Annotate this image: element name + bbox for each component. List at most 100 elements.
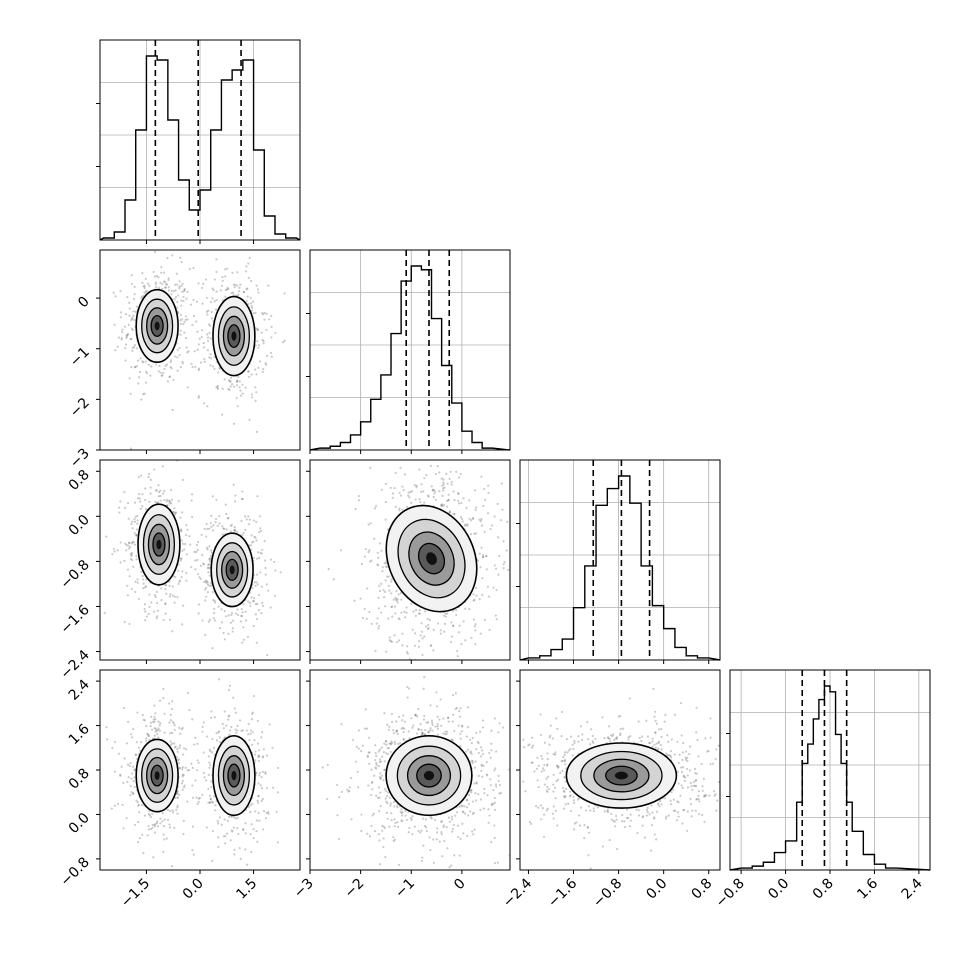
sample-point: [185, 748, 188, 751]
sample-point: [494, 750, 498, 753]
sample-point: [262, 342, 265, 345]
sample-point: [144, 498, 147, 502]
sample-point: [672, 798, 675, 801]
sample-point: [417, 728, 420, 731]
sample-point: [125, 334, 128, 337]
sample-point: [267, 284, 270, 287]
sample-point: [117, 336, 121, 339]
sample-point: [418, 612, 421, 615]
sample-point: [462, 832, 465, 835]
sample-point: [378, 796, 381, 799]
sample-point: [160, 598, 163, 602]
sample-point: [424, 728, 427, 732]
sample-point: [411, 833, 414, 836]
sample-point: [249, 296, 252, 299]
sample-point: [245, 265, 248, 268]
sample-point: [240, 519, 243, 523]
sample-point: [128, 307, 131, 310]
sample-point: [474, 799, 477, 802]
sample-point: [164, 602, 167, 605]
sample-point: [462, 811, 465, 814]
sample-point: [257, 754, 260, 757]
sample-point: [401, 719, 404, 722]
sample-point: [428, 836, 431, 839]
sample-point: [172, 575, 175, 578]
sample-point: [201, 793, 204, 797]
sample-point: [191, 784, 194, 787]
sample-point: [179, 333, 182, 336]
sample-point: [458, 715, 462, 718]
sample-point: [370, 768, 373, 771]
sample-point: [131, 736, 134, 739]
sample-point: [424, 625, 428, 628]
sample-point: [436, 725, 439, 728]
sample-point: [407, 491, 410, 494]
sample-point: [116, 345, 119, 348]
sample-point: [462, 620, 465, 623]
sample-point: [124, 359, 127, 362]
sample-point: [160, 374, 163, 377]
sample-point: [377, 627, 380, 630]
sample-point: [347, 790, 350, 793]
sample-point: [114, 349, 117, 352]
sample-point: [419, 500, 422, 504]
sample-point: [206, 548, 209, 551]
sample-point: [149, 721, 153, 724]
sample-point: [196, 769, 199, 772]
sample-point: [442, 717, 445, 720]
sample-point: [158, 724, 161, 727]
sample-point: [153, 468, 156, 471]
sample-point: [377, 786, 380, 789]
sample-point: [429, 816, 432, 819]
sample-point: [161, 492, 165, 495]
sample-point: [161, 812, 164, 815]
sample-point: [394, 598, 398, 601]
sample-point: [179, 313, 183, 317]
sample-point: [260, 799, 263, 803]
sample-point: [255, 819, 259, 822]
sample-point: [125, 543, 128, 546]
sample-point: [247, 302, 250, 306]
sample-point: [469, 788, 473, 792]
sample-point: [221, 275, 224, 279]
sample-point: [138, 836, 141, 840]
sample-point: [208, 761, 211, 764]
sample-point: [172, 290, 175, 293]
sample-point: [128, 764, 131, 768]
sample-point: [195, 300, 198, 303]
sample-point: [242, 290, 246, 293]
sample-point: [480, 755, 483, 758]
sample-point: [472, 811, 475, 814]
sample-point: [223, 710, 226, 713]
sample-point: [705, 794, 708, 797]
sample-point: [554, 797, 557, 800]
sample-point: [217, 371, 220, 374]
sample-point: [456, 824, 459, 827]
sample-point: [303, 822, 305, 824]
sample-point: [163, 712, 166, 715]
sample-point: [173, 298, 176, 301]
sample-point: [166, 808, 170, 811]
sample-point: [364, 708, 367, 711]
sample-point: [263, 540, 266, 543]
sample-point: [648, 813, 651, 816]
sample-point: [256, 551, 260, 554]
sample-point: [546, 758, 549, 761]
sample-point: [399, 742, 402, 745]
frame: [309, 249, 511, 451]
sample-point: [425, 721, 428, 724]
sample-point: [168, 702, 171, 705]
sample-point: [516, 818, 518, 820]
sample-point: [145, 615, 148, 618]
sample-point: [132, 792, 135, 795]
sample-point: [407, 831, 410, 834]
sample-point: [113, 804, 116, 807]
sample-point: [229, 376, 233, 380]
sample-point: [398, 491, 401, 494]
sample-point: [448, 477, 451, 481]
sample-point: [169, 743, 173, 746]
sample-point: [161, 287, 164, 290]
sample-point: [472, 593, 475, 596]
sample-point: [421, 637, 424, 640]
sample-point: [129, 392, 132, 395]
